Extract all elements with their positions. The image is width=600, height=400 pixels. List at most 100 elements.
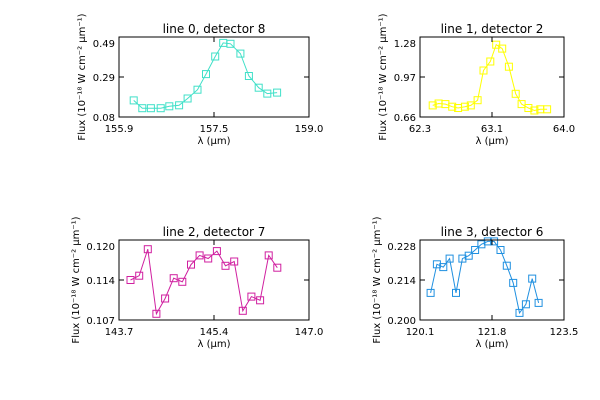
panel-0-data [129,38,282,113]
panel-1-ylabel: Flux (10⁻¹⁸ W cm⁻² μm⁻¹) [378,13,389,140]
panel-3-point-4 [452,288,460,297]
panel-3-point-10 [490,237,499,246]
panel-0-title: line 0, detector 8 [163,22,266,36]
panel-2-ytick-label-0: 0.107 [86,316,115,327]
panel-2-data [126,245,282,318]
panel-3-xlabel: λ (μm) [475,339,508,350]
panel-1-point-12 [504,62,513,71]
panel-0-xlabel: λ (μm) [197,136,230,147]
panel-3-xtick-label-2: 123.5 [550,327,579,338]
panel-2-frame [118,239,310,321]
panel-3-point-16 [528,274,537,283]
panel-3-point-6 [464,251,473,260]
panel-1-point-13 [511,89,520,98]
panel-1-point-3 [448,102,457,111]
panel-0-xtick-label-0: 155.9 [105,124,134,135]
panel-2-point-1 [135,271,144,280]
panel-2-point-6 [178,277,187,286]
panel-3-xtick-label-1: 121.8 [478,327,507,338]
panel-1-data [428,40,552,115]
panel-3-point-1 [432,260,441,269]
panel-1-xtick-label-0: 62.3 [409,124,431,135]
panel-1-xlabel: λ (μm) [475,136,508,147]
panel-3-data [426,237,543,317]
panel-3-point-2 [439,263,448,272]
panel-3-point-17 [534,298,543,307]
panel-3-title: line 3, detector 6 [441,225,544,239]
panel-3-ytick-label-0: 0.200 [387,316,416,327]
panel-1: line 1, detector 2 0.66 0.97 1.28 62.3 6… [378,13,575,147]
panel-2-point-15 [256,296,265,305]
panel-1-xtick-label-2: 64.0 [553,124,575,135]
panel-0-point-15 [263,89,272,98]
panel-1-point-6 [466,101,475,110]
panel-2-point-7 [187,260,195,269]
panel-3-point-15 [521,300,530,309]
panel-0-point-5 [175,101,184,110]
panel-0-point-4 [165,102,174,111]
panel-0-point-0 [129,96,138,105]
panel-2-point-8 [195,251,204,260]
panel-1-point-16 [530,106,539,115]
panel-3-ylabel: Flux (10⁻¹⁸ W cm⁻² μm⁻¹) [372,216,383,343]
panel-3-ytick-label-2: 0.228 [387,242,416,253]
panel-1-ytick-label-1: 0.97 [394,73,416,84]
panel-3-point-13 [509,278,518,287]
panel-2-point-16 [264,251,273,260]
panel-2-xtick-label-1: 145.4 [200,327,229,338]
panel-2-point-10 [212,247,221,256]
panel-2-point-14 [247,292,256,301]
panel-3-point-0 [426,288,435,297]
panel-3-xtick-label-0: 120.1 [406,327,435,338]
panel-2-xtick-label-0: 143.7 [105,327,134,338]
panel-3-ytick-label-1: 0.214 [387,276,416,287]
panel-0-point-14 [254,83,263,92]
panel-3-ticks [419,239,565,321]
panel-1-point-15 [524,104,533,112]
panel-2-xlabel: λ (μm) [197,339,230,350]
panel-0-point-16 [273,88,282,97]
panel-2-point-13 [238,306,247,315]
panel-2-ytick-label-2: 0.120 [86,242,115,253]
panel-1-xtick-label-1: 63.1 [481,124,503,135]
panel-0-ytick-label-2: 0.49 [93,39,115,50]
panel-3-point-7 [471,246,480,254]
panel-2-point-2 [143,245,152,254]
panel-2-point-0 [126,276,135,284]
panel-0: line 0, detector 8 0.08 0.29 0.49 155.9 … [77,13,323,147]
panel-0-series-line [133,42,278,109]
panel-1-title: line 1, detector 2 [441,22,544,36]
panel-1-point-8 [479,66,488,75]
panel-0-ticks [118,36,310,118]
panel-2-point-12 [230,257,239,266]
panel-3-point-14 [515,308,524,317]
panel-3: line 3, detector 6 0.200 0.214 0.228 120… [372,216,578,350]
panel-2-ylabel: Flux (10⁻¹⁸ W cm⁻² μm⁻¹) [71,216,82,343]
panel-2-point-9 [204,254,213,263]
panel-2-point-5 [169,274,178,283]
panel-0-xtick-label-1: 157.5 [200,124,229,135]
panel-3-point-9 [483,237,492,246]
panel-0-point-9 [211,52,220,61]
panel-3-point-5 [458,254,467,263]
panel-1-series-line [432,43,548,112]
panel-0-point-2 [146,104,155,113]
panel-2-point-4 [161,294,170,303]
panel-1-ticks [419,36,565,118]
panel-0-point-8 [202,70,210,79]
panel-0-point-3 [156,104,165,113]
panel-1-point-18 [543,105,552,114]
panel-3-point-8 [477,240,486,249]
panel-0-ytick-label-1: 0.29 [93,73,115,84]
panel-2-point-11 [221,261,230,270]
panel-0-point-12 [236,49,245,58]
panel-3-point-3 [445,254,454,263]
panel-0-point-11 [226,39,235,48]
panel-1-point-5 [460,102,469,111]
panel-2-ytick-label-1: 0.114 [86,276,115,287]
panel-0-ylabel: Flux (10⁻¹⁸ W cm⁻² μm⁻¹) [77,13,88,140]
panel-2-xtick-label-2: 147.0 [295,327,324,338]
panel-0-point-13 [244,72,253,80]
panel-1-point-7 [473,96,482,105]
